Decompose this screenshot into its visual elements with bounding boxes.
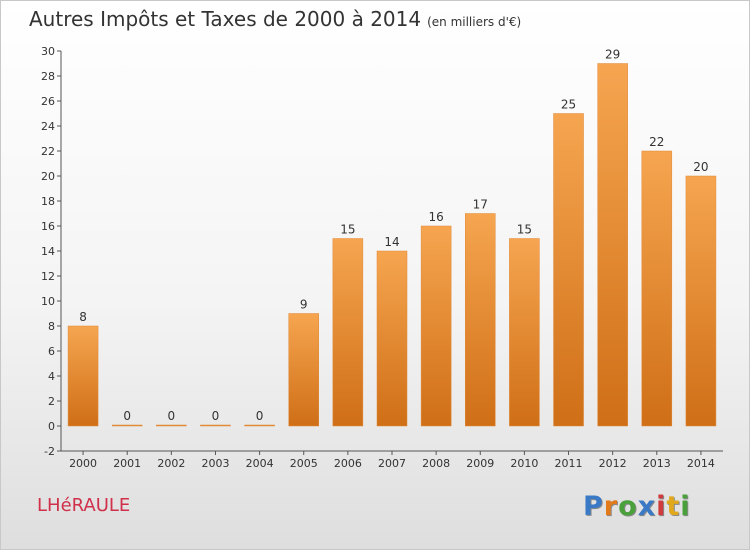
value-label-2003: 0: [212, 409, 220, 423]
bar-2013: [641, 150, 673, 427]
value-label-2013: 22: [649, 135, 664, 149]
y-tick-label: 18: [41, 195, 55, 208]
x-tick-label-2000: 2000: [69, 457, 97, 470]
y-tick-label: 20: [41, 170, 55, 183]
x-tick-label-2014: 2014: [687, 457, 715, 470]
x-tick-label-2007: 2007: [378, 457, 406, 470]
x-tick-label-2004: 2004: [246, 457, 274, 470]
value-label-2009: 17: [473, 198, 488, 212]
bar-2000: [67, 325, 99, 427]
value-label-2006: 15: [340, 223, 355, 237]
logo-letter: x: [637, 491, 657, 522]
y-tick-label: 10: [41, 295, 55, 308]
bar-2009: [465, 213, 496, 427]
value-label-2010: 15: [517, 223, 532, 237]
value-label-2002: 0: [168, 409, 176, 423]
y-tick-label: 4: [48, 370, 55, 383]
x-tick-label-2006: 2006: [334, 457, 362, 470]
city-name: LHéRAULE: [37, 495, 131, 516]
x-tick-label-2003: 2003: [201, 457, 229, 470]
bar-2010: [509, 238, 540, 427]
bar-2014: [685, 175, 717, 427]
x-tick-label-2008: 2008: [422, 457, 450, 470]
x-tick-label-2001: 2001: [113, 457, 141, 470]
chart-title-text: Autres Impôts et Taxes de 2000 à 2014: [29, 7, 422, 31]
value-label-2005: 9: [300, 298, 308, 312]
bar-2002: [156, 424, 187, 427]
chart-unit: (en milliers d'€): [427, 15, 522, 29]
bar-2001: [111, 424, 143, 427]
bar-2011: [553, 113, 584, 427]
value-label-2007: 14: [384, 235, 399, 249]
y-tick-label: 30: [41, 45, 55, 58]
proxiti-logo: Proxiti: [583, 491, 691, 522]
logo-letter: P: [583, 491, 604, 522]
y-tick-label: 16: [41, 220, 55, 233]
value-label-2014: 20: [693, 160, 708, 174]
chart-title: Autres Impôts et Taxes de 2000 à 2014 (en…: [29, 7, 521, 31]
logo-letter: i: [680, 491, 691, 522]
x-tick-label-2012: 2012: [599, 457, 627, 470]
x-tick-label-2002: 2002: [157, 457, 185, 470]
x-tick-label-2013: 2013: [643, 457, 671, 470]
bar-2005: [288, 313, 319, 427]
y-tick-label: 2: [48, 395, 55, 408]
y-tick-label: 26: [41, 95, 55, 108]
value-label-2012: 29: [605, 48, 620, 62]
value-label-2004: 0: [256, 409, 264, 423]
y-tick-label: 28: [41, 70, 55, 83]
x-tick-label-2005: 2005: [290, 457, 318, 470]
y-tick-label: 6: [48, 345, 55, 358]
y-tick-label: -2: [44, 445, 55, 458]
bar-2004: [244, 424, 275, 427]
logo-letter: o: [618, 491, 638, 522]
x-tick-label-2009: 2009: [466, 457, 494, 470]
y-tick-label: 22: [41, 145, 55, 158]
x-tick-label-2011: 2011: [555, 457, 583, 470]
y-tick-label: 0: [48, 420, 55, 433]
value-label-2008: 16: [428, 210, 443, 224]
value-label-2001: 0: [123, 409, 131, 423]
y-tick-label: 8: [48, 320, 55, 333]
value-label-2011: 25: [561, 98, 576, 112]
y-tick-label: 24: [41, 120, 55, 133]
bar-2008: [420, 225, 452, 427]
bar-2006: [332, 238, 364, 427]
y-tick-label: 12: [41, 270, 55, 283]
logo-letter: i: [656, 491, 667, 522]
logo-letter: t: [666, 491, 681, 522]
bar-2012: [597, 63, 628, 427]
bar-2007: [376, 250, 408, 427]
value-label-2000: 8: [79, 310, 87, 324]
x-tick-label-2010: 2010: [510, 457, 538, 470]
y-tick-label: 14: [41, 245, 55, 258]
logo-letter: r: [603, 491, 619, 522]
bar-2003: [200, 424, 231, 427]
